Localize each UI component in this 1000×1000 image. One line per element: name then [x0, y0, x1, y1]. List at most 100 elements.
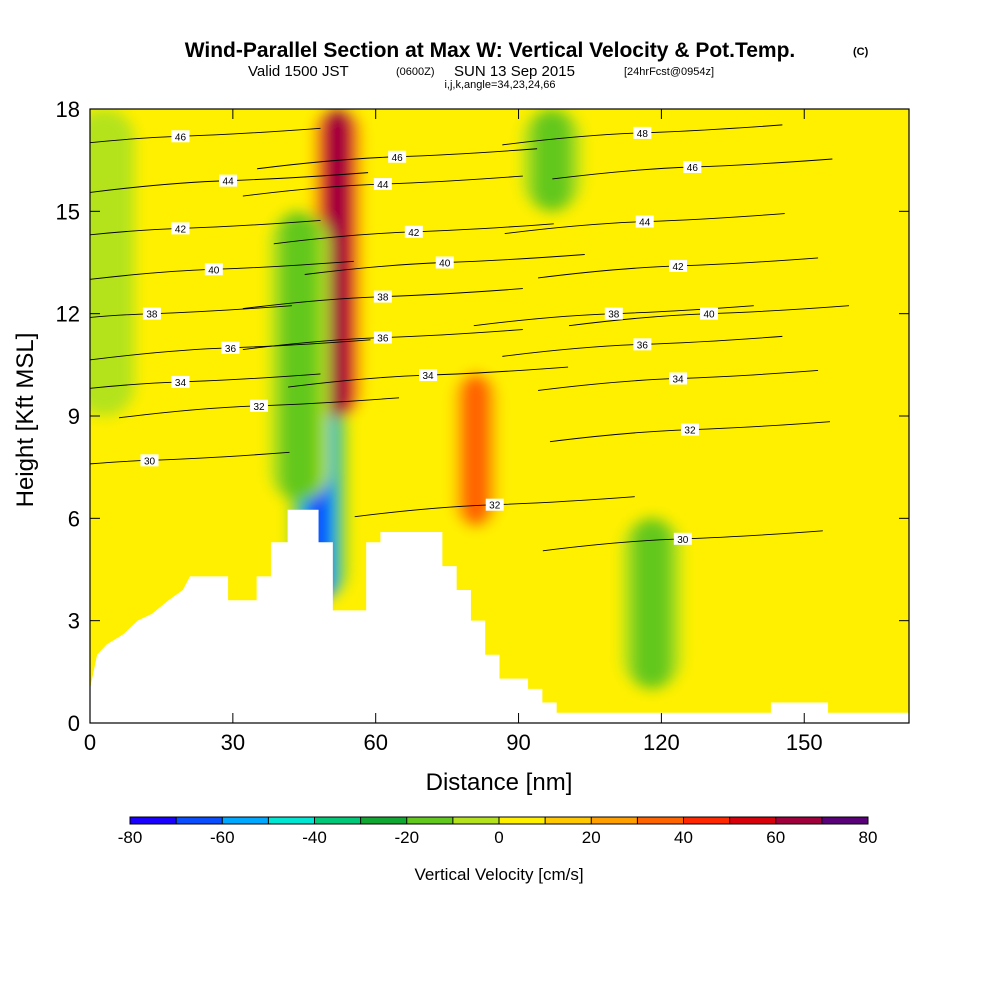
- chart-subtitle-valid: Valid 1500 JST: [248, 63, 349, 80]
- colorbar-tick-label-6: 40: [674, 828, 693, 847]
- x-axis-label: Distance [nm]: [426, 769, 573, 796]
- contour-label-12: 42: [408, 228, 420, 239]
- w-feature-5-level-1: [632, 518, 672, 689]
- contour-label-bg-11: [435, 256, 454, 269]
- x-tick-label-4: 120: [643, 730, 680, 755]
- contour-label-bg-13: [373, 178, 392, 191]
- contour-label-19: 34: [672, 374, 684, 385]
- colorbar-bin-13: [729, 817, 776, 824]
- contour-label-bg-15: [419, 369, 438, 382]
- contour-label-9: 36: [377, 334, 389, 345]
- y-tick-label-6: 18: [56, 97, 80, 122]
- chart-title: Wind-Parallel Section at Max W: Vertical…: [185, 39, 796, 62]
- colorbar-bin-6: [406, 817, 453, 824]
- contour-label-21: 38: [608, 310, 620, 321]
- contour-label-bg-0: [140, 454, 159, 467]
- contour-label-10: 38: [377, 293, 389, 304]
- contour-label-26: 48: [637, 129, 649, 140]
- colorbar-title: Vertical Velocity [cm/s]: [414, 865, 583, 884]
- contour-label-11: 40: [439, 259, 451, 270]
- contour-label-bg-1: [250, 399, 269, 412]
- contour-label-bg-24: [635, 215, 654, 228]
- colorbar-bin-7: [452, 817, 499, 824]
- contour-label-bg-2: [171, 375, 190, 388]
- chart-subtitle-indices: i,j,k,angle=34,23,24,66: [444, 79, 555, 91]
- y-axis-label: Height [Kft MSL]: [12, 333, 39, 508]
- contour-label-bg-12: [404, 225, 423, 238]
- contour-label-bg-19: [669, 372, 688, 385]
- w-feature-4-level-1: [532, 109, 572, 212]
- x-tick-label-2: 60: [363, 730, 387, 755]
- y-tick-label-2: 6: [68, 506, 80, 531]
- x-axis: 0 30 60 90 120 150: [84, 109, 823, 755]
- colorbar-bin-10: [591, 817, 638, 824]
- x-tick-label-0: 0: [84, 730, 96, 755]
- colorbar-bin-1: [176, 817, 223, 824]
- colorbar-tick-label-5: 20: [582, 828, 601, 847]
- contour-label-3: 36: [225, 344, 237, 355]
- contour-label-7: 44: [223, 177, 235, 188]
- contour-label-5: 40: [208, 265, 220, 276]
- colorbar-bin-2: [222, 817, 269, 824]
- colorbar-tick-label-3: -20: [394, 828, 419, 847]
- contour-label-13: 44: [377, 180, 389, 191]
- contour-label-25: 46: [687, 163, 699, 174]
- contour-label-bg-21: [604, 307, 623, 320]
- contour-label-17: 30: [677, 535, 689, 546]
- colorbar-bin-14: [775, 817, 822, 824]
- colorbar-tick-label-4: 0: [494, 828, 503, 847]
- contour-label-20: 36: [637, 340, 649, 351]
- contour-label-0: 30: [144, 456, 156, 467]
- w-feature-6-level-0: [90, 109, 135, 416]
- contour-label-bg-26: [633, 126, 652, 139]
- colorbar-tick-label-2: -40: [302, 828, 327, 847]
- contour-label-bg-9: [373, 331, 392, 344]
- colorbar-bin-5: [360, 817, 407, 824]
- contour-label-23: 42: [672, 262, 684, 273]
- chart-subtitle-forecast: [24hrFcst@0954z]: [624, 66, 714, 78]
- chart-subtitle-date: SUN 13 Sep 2015: [454, 63, 575, 80]
- x-tick-label-3: 90: [506, 730, 530, 755]
- y-tick-label-3: 9: [68, 404, 80, 429]
- contour-label-bg-25: [683, 160, 702, 173]
- contour-label-4: 38: [146, 310, 158, 321]
- contour-label-16: 32: [489, 501, 501, 512]
- terrain-polygon: [90, 509, 909, 723]
- colorbar-bin-12: [683, 817, 730, 824]
- contour-label-24: 44: [639, 218, 651, 229]
- colorbar-bin-15: [821, 817, 868, 824]
- contour-label-bg-10: [373, 290, 392, 303]
- contour-label-bg-23: [669, 259, 688, 272]
- colorbar-bin-4: [314, 817, 361, 824]
- y-tick-label-0: 0: [68, 711, 80, 736]
- contour-label-bg-22: [700, 307, 719, 320]
- colorbar: -80 -60 -40 -20 0 20 40 60 80: [118, 816, 878, 847]
- contour-label-bg-7: [219, 174, 238, 187]
- colorbar-tick-label-1: -60: [210, 828, 235, 847]
- y-tick-label-5: 15: [56, 199, 80, 224]
- contour-labels: 30 32 34 36 38 40 42 44 46 36 38 40 42 44 46 34 32 30 32 34…: [140, 126, 719, 546]
- colorbar-bin-11: [637, 817, 684, 824]
- contour-label-8: 46: [175, 132, 187, 143]
- x-tick-label-1: 30: [221, 730, 245, 755]
- colorbar-bin-9: [545, 817, 592, 824]
- contour-label-bg-14: [388, 150, 407, 163]
- y-tick-label-1: 3: [68, 609, 80, 634]
- contour-label-bg-4: [142, 307, 161, 320]
- y-tick-label-4: 12: [56, 302, 80, 327]
- contour-label-bg-6: [171, 222, 190, 235]
- contour-label-1: 32: [253, 402, 265, 413]
- contour-label-18: 32: [684, 426, 696, 437]
- plot-area: 30 32 34 36 38 40 42 44 46 36 38 40 42 44 46 34 32 30 32 34…: [90, 109, 909, 723]
- contour-label-15: 34: [423, 371, 435, 382]
- colorbar-tick-label-7: 60: [766, 828, 785, 847]
- chart-subtitle-utc: (0600Z): [396, 66, 435, 78]
- contour-label-22: 40: [703, 310, 715, 321]
- colorbar-bin-3: [268, 817, 315, 824]
- contour-label-6: 42: [175, 224, 187, 235]
- colorbar-tick-label-8: 80: [859, 828, 878, 847]
- contour-label-bg-17: [673, 532, 692, 545]
- w-feature-3-level-1: [279, 211, 320, 502]
- chart-title-mark: (C): [853, 46, 869, 58]
